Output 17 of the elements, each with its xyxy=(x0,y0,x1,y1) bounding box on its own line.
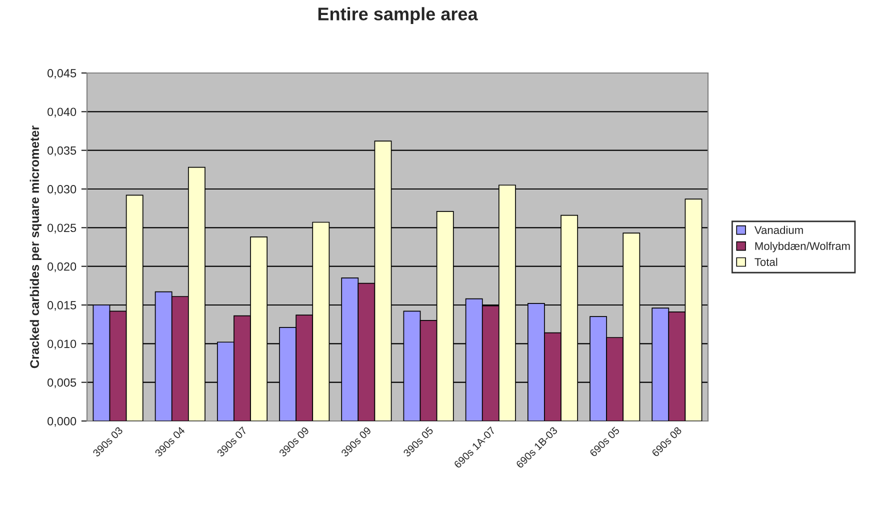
y-tick-label: 0,030 xyxy=(48,185,76,195)
y-tick-label: 0,015 xyxy=(48,301,76,311)
legend-label: Molybdæn/Wolfram xyxy=(755,242,850,252)
legend-label: Total xyxy=(754,258,778,266)
x-tick-label: 690s 05 xyxy=(589,426,620,458)
y-tick-label: 0,010 xyxy=(48,340,76,350)
y-tick-label: 0,035 xyxy=(48,146,76,156)
x-tick-label: 690s 08 xyxy=(651,426,682,458)
legend-label: Vanadium xyxy=(754,226,803,234)
y-tick-label: 0,000 xyxy=(48,417,76,427)
y-tick-label: 0,045 xyxy=(48,69,76,79)
y-tick-label: 0,025 xyxy=(48,224,76,234)
y-tick-label: 0,020 xyxy=(48,262,76,272)
y-tick-label: 0,005 xyxy=(48,378,76,388)
y-axis-title: Cracked carbides per square micrometer xyxy=(30,126,42,368)
y-tick-label: 0,040 xyxy=(48,108,76,118)
chart-title: Entire sample area xyxy=(318,7,478,24)
